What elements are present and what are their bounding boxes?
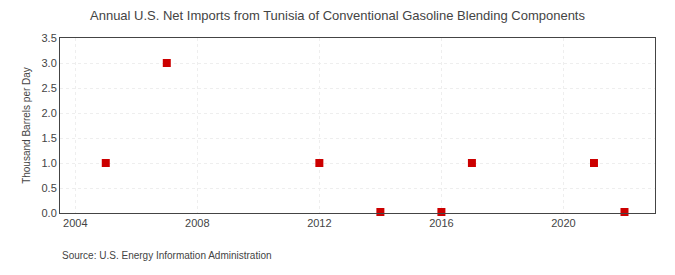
svg-text:2.0: 2.0 (42, 107, 57, 119)
svg-text:2008: 2008 (185, 217, 209, 229)
svg-text:2016: 2016 (429, 217, 453, 229)
svg-text:0.5: 0.5 (42, 182, 57, 194)
svg-text:Annual U.S. Net Imports from T: Annual U.S. Net Imports from Tunisia of … (90, 8, 585, 23)
svg-text:2012: 2012 (307, 217, 331, 229)
svg-text:1.5: 1.5 (42, 132, 57, 144)
svg-text:2.5: 2.5 (42, 82, 57, 94)
svg-text:Thousand Barrels per Day: Thousand Barrels per Day (21, 67, 32, 184)
svg-text:0.0: 0.0 (42, 207, 57, 219)
svg-text:2020: 2020 (551, 217, 575, 229)
svg-text:3.0: 3.0 (42, 57, 57, 69)
svg-text:3.5: 3.5 (42, 32, 57, 44)
svg-text:2004: 2004 (63, 217, 87, 229)
svg-text:1.0: 1.0 (42, 157, 57, 169)
svg-text:Source: U.S. Energy Informatio: Source: U.S. Energy Information Administ… (62, 250, 272, 261)
